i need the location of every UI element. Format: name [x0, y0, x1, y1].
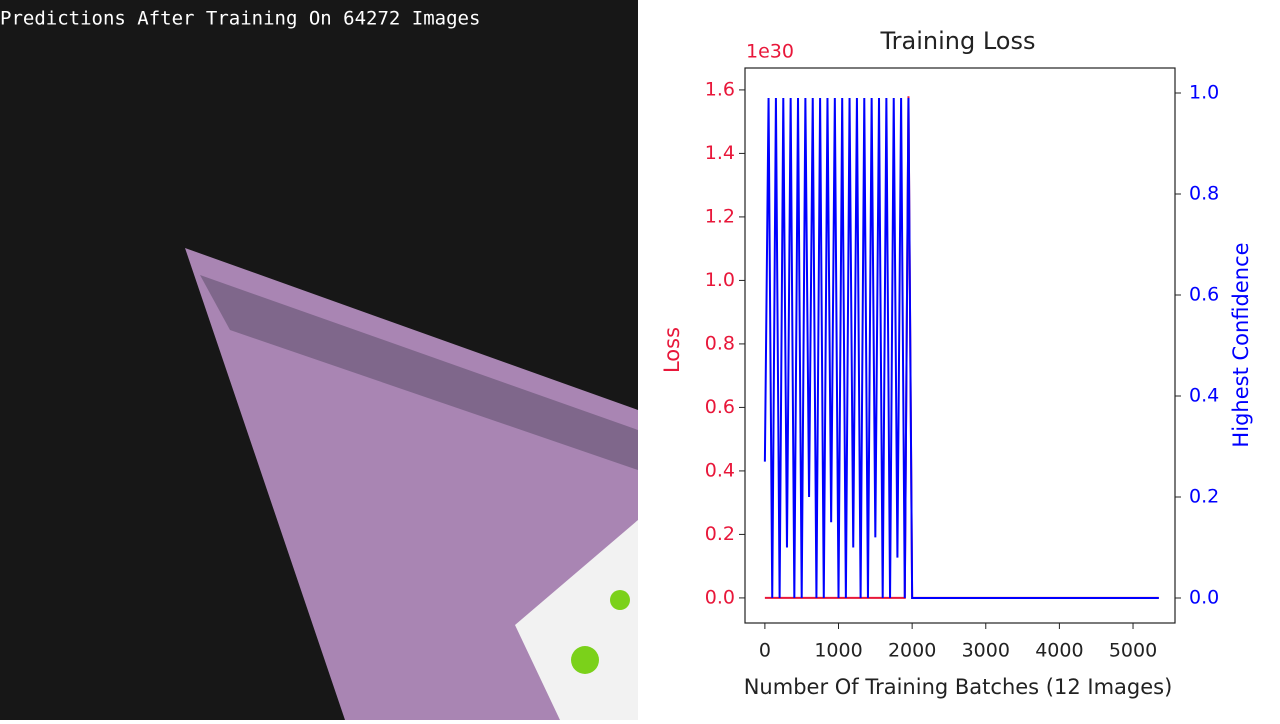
x-tick-label: 5000: [1109, 640, 1157, 662]
y-tick-label: 0.4: [705, 459, 735, 481]
y2-tick-label: 0.8: [1189, 182, 1219, 204]
patch: [515, 520, 638, 720]
lace-image: [185, 248, 638, 720]
y-tick-label: 0.2: [705, 523, 735, 545]
x-tick-label: 1000: [814, 640, 862, 662]
y-tick-label: 0.8: [705, 332, 735, 354]
lace-band: [200, 275, 638, 470]
y-axis-label: Loss: [660, 327, 684, 373]
green-shape: [571, 646, 599, 674]
y2-tick-label: 0.2: [1189, 486, 1219, 508]
y-tick-label: 1.0: [705, 269, 735, 291]
offset-label: 1e30: [746, 41, 794, 63]
series-line: [763, 98, 1159, 599]
x-tick-label: 0: [759, 640, 771, 662]
x-tick-label: 2000: [888, 640, 936, 662]
plot-frame: [744, 67, 1176, 624]
x-tick-label: 3000: [962, 640, 1010, 662]
y-tick-label: 0.6: [705, 396, 735, 418]
green-shape: [610, 590, 630, 610]
y2-tick-label: 0.0: [1189, 587, 1219, 609]
y-tick-label: 1.6: [705, 78, 735, 100]
y2-axis-label: Highest Confidence: [1229, 242, 1253, 447]
y2-tick-label: 0.4: [1189, 385, 1219, 407]
y-tick-label: 0.0: [705, 586, 735, 608]
x-axis-label: Number Of Training Batches (12 Images): [744, 675, 1173, 699]
y-tick-label: 1.4: [705, 142, 735, 164]
x-tick-label: 4000: [1035, 640, 1083, 662]
chart-title: Training Loss: [880, 27, 1036, 55]
y2-tick-label: 1.0: [1189, 81, 1219, 103]
y-tick-label: 1.2: [705, 205, 735, 227]
caption: Predictions After Training On 64272 Imag…: [0, 8, 480, 30]
y2-tick-label: 0.6: [1189, 283, 1219, 305]
